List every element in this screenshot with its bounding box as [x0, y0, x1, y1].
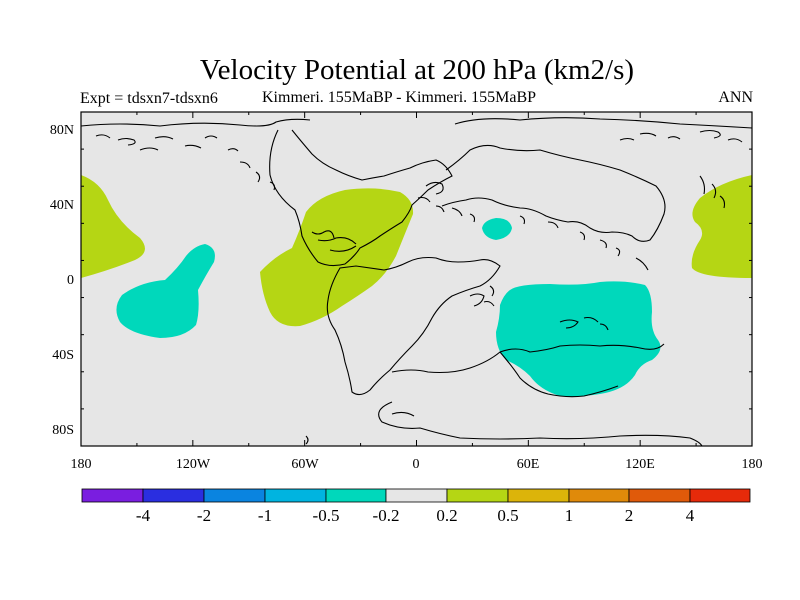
y-tick-label: 80S — [52, 423, 74, 438]
colorbar-box — [325, 488, 387, 503]
colorbar-box — [264, 488, 327, 503]
map-layers — [81, 117, 752, 446]
colorbar-box — [142, 488, 205, 503]
colorbar-box — [689, 488, 751, 503]
season-label: ANN — [718, 89, 753, 106]
x-tick-label: 60W — [291, 457, 319, 472]
colorbar-label: -0.2 — [373, 506, 400, 525]
y-tick-label: 80N — [50, 123, 74, 138]
y-axis-labels: 80N 40N 0 40S 80S — [50, 123, 74, 438]
colorbar-label: -2 — [197, 506, 211, 525]
anomaly-region-west-pacific — [691, 175, 752, 278]
coastlines — [81, 117, 752, 446]
anomaly-region-central-north-pacific — [81, 175, 145, 278]
colorbar-box — [507, 488, 570, 503]
colorbar-label: 4 — [686, 506, 695, 525]
colorbar-box — [446, 488, 509, 503]
anomaly-region-central-america — [260, 188, 414, 327]
x-tick-label: 120E — [625, 457, 655, 472]
colorbar-label: -1 — [258, 506, 272, 525]
comparison-label: Kimmeri. 155MaBP - Kimmeri. 155MaBP — [262, 89, 537, 106]
x-tick-label: 180 — [71, 457, 92, 472]
x-tick-label: 120W — [176, 457, 211, 472]
plot-title: Velocity Potential at 200 hPa (km2/s) — [199, 54, 635, 86]
colorbar-label: -0.5 — [313, 506, 340, 525]
experiment-label: Expt = tdsxn7-tdsxn6 — [80, 90, 218, 107]
x-axis-labels: 180 120W 60W 0 60E 120E 180 — [71, 457, 763, 472]
y-tick-label: 40N — [50, 198, 74, 213]
anomaly-region-southern-africa-indian-ocean — [496, 281, 661, 397]
colorbar-box — [385, 488, 448, 503]
axis-ticks — [80, 111, 753, 447]
x-tick-label: 60E — [517, 457, 540, 472]
colorbar-box — [568, 488, 630, 503]
colorbar-box — [203, 488, 266, 503]
colorbar-label: 0.2 — [436, 506, 457, 525]
colorbar-label: -4 — [136, 506, 151, 525]
anomaly-region-east-north-pacific — [116, 244, 215, 338]
y-tick-label: 0 — [67, 273, 74, 288]
anomaly-region-mediterranean — [482, 218, 512, 240]
colorbar-label: 2 — [625, 506, 634, 525]
x-tick-label: 180 — [742, 457, 763, 472]
colorbar-box — [628, 488, 691, 503]
colorbar-label: 0.5 — [497, 506, 518, 525]
colorbar: -4 -2 -1 -0.5 -0.2 0.2 0.5 1 2 4 — [81, 488, 751, 525]
x-tick-label: 0 — [413, 457, 420, 472]
colorbar-box — [81, 488, 144, 503]
y-tick-label: 40S — [52, 348, 74, 363]
colorbar-label: 1 — [565, 506, 574, 525]
